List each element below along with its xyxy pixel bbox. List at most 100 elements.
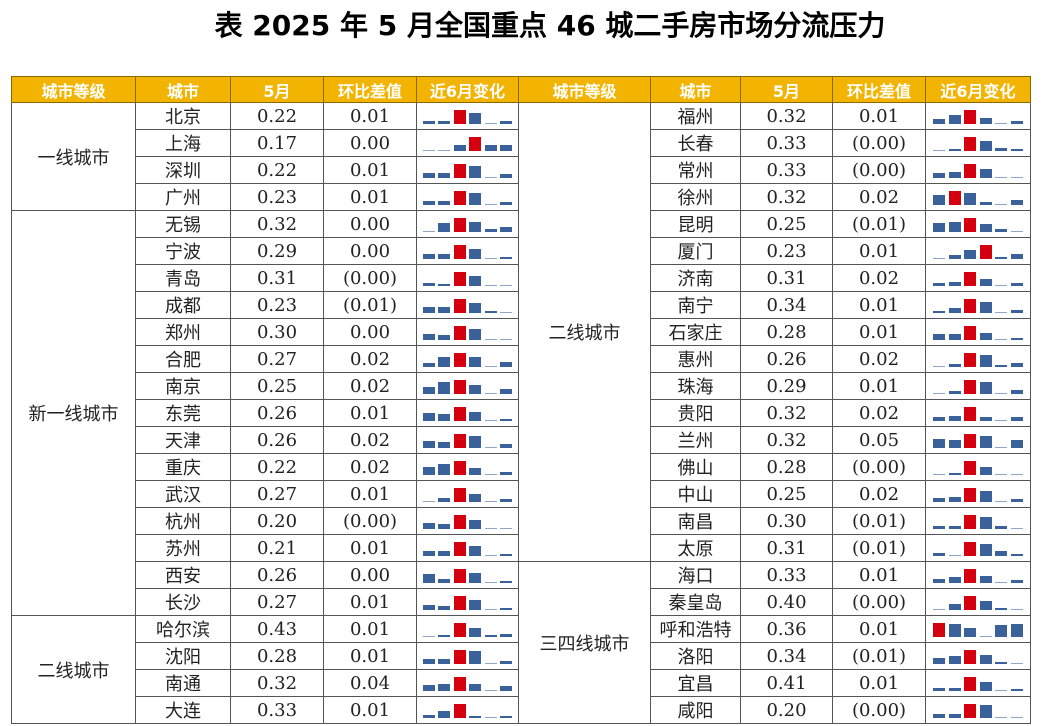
sparkline-bar bbox=[484, 474, 497, 475]
sparkline-bar bbox=[453, 515, 466, 529]
sparkline-bar bbox=[933, 579, 945, 583]
table-row: 新一线城市 无锡 0.32 0.00 昆明 0.25 (0.01) bbox=[11, 210, 1031, 616]
city-name: 石家庄 bbox=[650, 318, 741, 346]
sparkline-bar bbox=[422, 231, 435, 232]
sparkline-bar bbox=[438, 121, 451, 124]
sparkline-bar bbox=[995, 229, 1008, 232]
sparkline-cell bbox=[416, 588, 519, 616]
city-grade-cell: 二线城市 bbox=[11, 615, 136, 724]
sparkline-bar bbox=[438, 414, 451, 421]
sparkline-cell bbox=[925, 615, 1031, 643]
city-name: 贵阳 bbox=[650, 399, 741, 427]
table-row: 西安 0.26 0.00 三四线城市 海口 0.33 0.01 bbox=[12, 561, 1031, 724]
sparkline-bar bbox=[979, 202, 992, 205]
sparkline-bar bbox=[979, 636, 992, 637]
sparkline-bar bbox=[484, 420, 497, 421]
sparkline-bar bbox=[948, 364, 961, 367]
six-month-sparkline bbox=[933, 108, 1023, 124]
sparkline-bar bbox=[995, 312, 1008, 313]
table-row: 沈阳 0.28 0.01 洛阳 0.34 (0.01) bbox=[12, 642, 1031, 670]
sparkline-cell bbox=[416, 210, 519, 238]
sparkline-cell bbox=[925, 183, 1031, 211]
header-may-left: 5月 bbox=[230, 76, 324, 103]
sparkline-bar bbox=[484, 285, 497, 286]
sparkline-bar bbox=[438, 498, 451, 502]
sparkline-cell bbox=[925, 264, 1031, 292]
sparkline-bar bbox=[438, 284, 451, 286]
sparkline-bar bbox=[422, 254, 435, 259]
may-value: 0.41 bbox=[740, 669, 833, 697]
city-name: 广州 bbox=[135, 183, 231, 211]
sparkline-bar bbox=[964, 250, 977, 259]
sparkline-bar bbox=[1010, 689, 1023, 691]
sparkline-bar bbox=[964, 650, 977, 664]
sparkline-bar bbox=[500, 257, 513, 259]
table-row: 深圳 0.22 0.01 常州 0.33 (0.00) bbox=[12, 156, 1031, 184]
mom-diff-value: 0.01 bbox=[323, 183, 417, 211]
sparkline-bar bbox=[422, 715, 435, 718]
sparkline-bar bbox=[438, 659, 451, 664]
sparkline-bar bbox=[438, 150, 451, 151]
may-value: 0.32 bbox=[740, 426, 833, 454]
sparkline-bar bbox=[995, 148, 1008, 151]
sparkline-bar bbox=[1010, 624, 1023, 637]
sparkline-cell bbox=[925, 291, 1031, 319]
sparkline-bar bbox=[438, 606, 451, 610]
may-value: 0.31 bbox=[740, 534, 833, 562]
sparkline-bar bbox=[422, 551, 435, 556]
sparkline-bar bbox=[453, 542, 466, 556]
sparkline-cell bbox=[416, 318, 519, 346]
mom-diff-value: 0.00 bbox=[323, 318, 417, 346]
sparkline-bar bbox=[995, 625, 1008, 637]
city-name: 郑州 bbox=[135, 318, 231, 346]
sparkline-bar bbox=[453, 299, 466, 313]
sparkline-bar bbox=[979, 491, 992, 502]
table-row: 杭州 0.20 (0.00) 南昌 0.30 (0.01) bbox=[12, 507, 1031, 535]
sparkline-bar bbox=[948, 577, 961, 583]
sparkline-bar bbox=[964, 488, 977, 502]
mom-diff-value: (0.01) bbox=[832, 642, 926, 670]
sparkline-bar bbox=[995, 608, 1008, 610]
mom-diff-value: (0.01) bbox=[323, 291, 417, 319]
may-value: 0.33 bbox=[740, 156, 833, 184]
may-value: 0.32 bbox=[230, 210, 324, 238]
sparkline-bar bbox=[948, 308, 961, 313]
city-name: 昆明 bbox=[650, 210, 741, 238]
sparkline-bar bbox=[933, 609, 945, 610]
table-row: 南京 0.25 0.02 珠海 0.29 0.01 bbox=[12, 372, 1031, 400]
city-name: 兰州 bbox=[650, 426, 741, 454]
sparkline-cell bbox=[416, 534, 519, 562]
sparkline-bar bbox=[1010, 254, 1023, 259]
sparkline-bar bbox=[484, 204, 497, 205]
sparkline-cell bbox=[416, 426, 519, 454]
sparkline-bar bbox=[933, 283, 945, 286]
mom-diff-value: 0.01 bbox=[323, 615, 417, 643]
sparkline-bar bbox=[995, 551, 1008, 556]
sparkline-bar bbox=[1010, 609, 1023, 610]
sparkline-cell bbox=[416, 507, 519, 535]
sparkline-bar bbox=[453, 245, 466, 259]
may-value: 0.28 bbox=[740, 453, 833, 481]
sparkline-bar bbox=[453, 191, 466, 205]
sparkline-bar bbox=[964, 326, 977, 340]
sparkline-bar bbox=[484, 501, 497, 502]
sparkline-bar bbox=[469, 520, 482, 529]
six-month-sparkline bbox=[422, 432, 513, 448]
six-month-sparkline bbox=[933, 432, 1023, 448]
six-month-sparkline bbox=[422, 648, 513, 664]
mom-diff-value: (0.00) bbox=[832, 696, 926, 724]
sparkline-cell bbox=[416, 129, 519, 157]
six-month-sparkline bbox=[422, 351, 513, 367]
six-month-sparkline bbox=[422, 324, 513, 340]
city-name: 南昌 bbox=[650, 507, 741, 535]
sparkline-bar bbox=[964, 542, 977, 556]
sparkline-bar bbox=[500, 581, 513, 583]
sparkline-bar bbox=[995, 204, 1008, 205]
sparkline-bar bbox=[469, 628, 482, 637]
sparkline-bar bbox=[500, 389, 513, 394]
mom-diff-value: 0.05 bbox=[832, 426, 926, 454]
table-body: 一线城市 北京 0.22 0.01 二线城市 福州 0.32 0.01 上海 0.17 0.00 长春… bbox=[11, 102, 1031, 724]
mom-diff-value: 0.01 bbox=[832, 669, 926, 697]
sparkline-bar bbox=[453, 434, 466, 448]
sparkline-bar bbox=[469, 222, 482, 232]
